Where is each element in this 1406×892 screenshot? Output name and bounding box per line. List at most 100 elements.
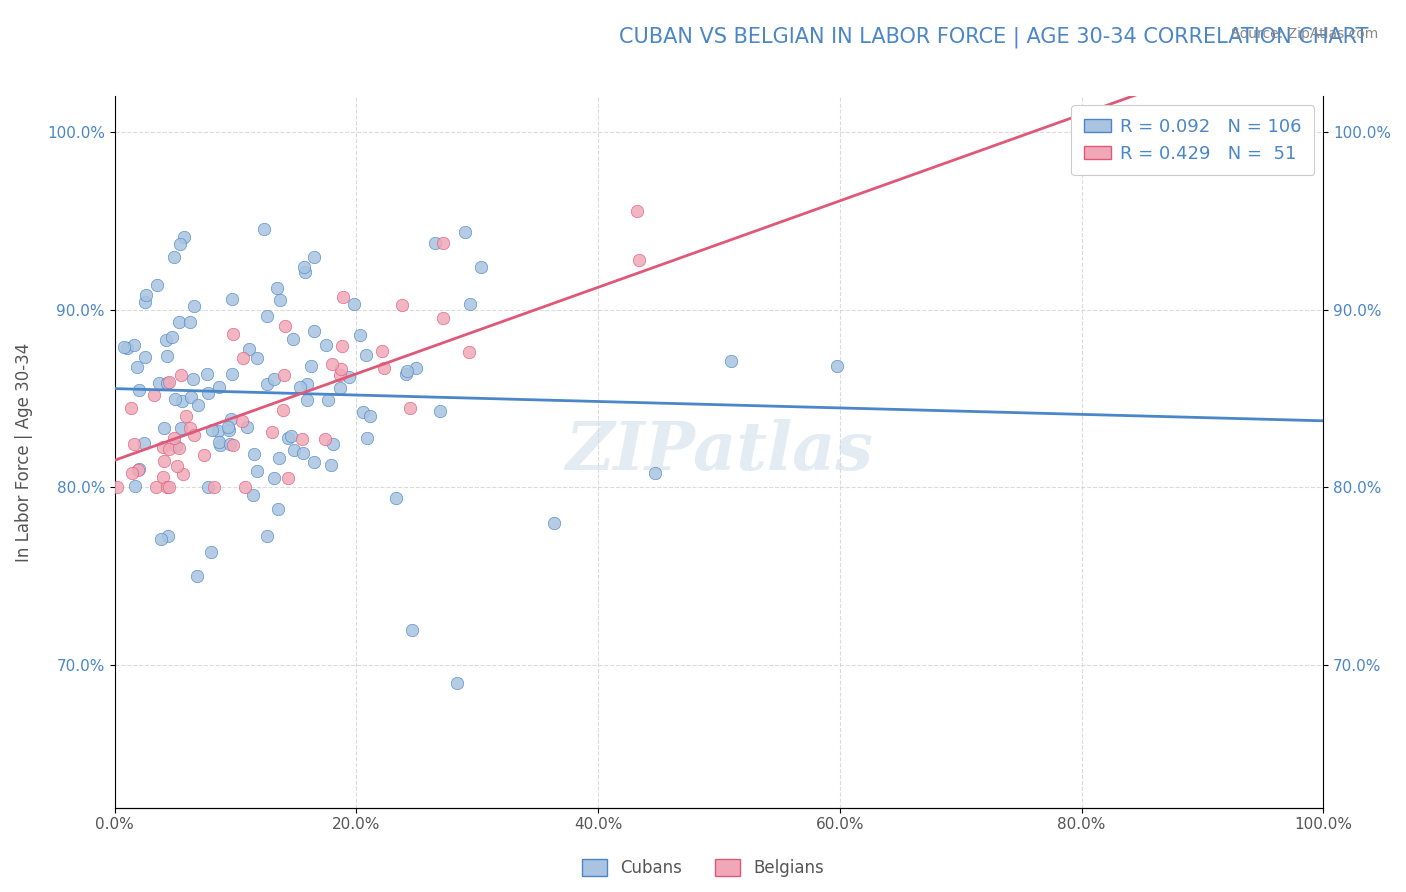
Cubans xyxy=(156,376,179,391)
Belgians xyxy=(1215,125,1237,139)
Cubans xyxy=(256,377,278,392)
Cubans xyxy=(221,292,243,306)
Cubans xyxy=(200,423,222,437)
Cubans xyxy=(263,372,285,386)
Belgians xyxy=(222,438,245,452)
Belgians xyxy=(152,441,174,455)
Belgians xyxy=(231,414,253,428)
Cubans xyxy=(165,439,187,453)
Belgians xyxy=(321,357,343,371)
Cubans xyxy=(269,293,291,307)
Cubans xyxy=(207,424,229,438)
Cubans xyxy=(825,359,848,374)
Cubans xyxy=(179,315,201,329)
Cubans xyxy=(318,393,340,408)
Belgians xyxy=(152,454,174,468)
Cubans xyxy=(115,341,138,355)
Belgians xyxy=(262,425,284,439)
Belgians xyxy=(176,409,198,423)
Cubans xyxy=(156,350,179,364)
Cubans xyxy=(292,260,315,274)
Belgians xyxy=(157,375,180,389)
Cubans xyxy=(238,343,260,357)
Cubans xyxy=(163,251,186,265)
Cubans xyxy=(134,351,156,365)
Belgians xyxy=(156,480,179,494)
Belgians xyxy=(152,469,174,483)
Belgians xyxy=(221,327,243,342)
Belgians xyxy=(273,368,295,383)
Cubans xyxy=(221,367,243,381)
Cubans xyxy=(135,288,157,302)
Cubans xyxy=(217,419,239,434)
Cubans xyxy=(356,431,378,445)
Cubans xyxy=(280,429,302,443)
Belgians xyxy=(371,344,394,359)
Cubans xyxy=(169,315,191,329)
Cubans xyxy=(134,295,156,310)
Belgians xyxy=(202,480,225,494)
Cubans xyxy=(134,435,156,450)
Cubans xyxy=(148,376,170,391)
Cubans xyxy=(253,222,276,236)
Belgians xyxy=(432,235,454,250)
Cubans xyxy=(186,569,208,583)
Belgians xyxy=(291,433,314,447)
Cubans xyxy=(319,458,342,472)
Belgians xyxy=(373,360,395,375)
Cubans xyxy=(157,529,180,543)
Cubans xyxy=(359,409,381,423)
Belgians xyxy=(145,480,167,494)
Cubans xyxy=(337,370,360,384)
Cubans xyxy=(242,488,264,502)
Cubans xyxy=(197,480,219,494)
Belgians xyxy=(127,463,149,477)
Belgians xyxy=(166,458,188,473)
Belgians xyxy=(179,420,201,434)
Cubans xyxy=(208,434,231,449)
Cubans xyxy=(208,380,231,394)
Cubans xyxy=(183,299,205,313)
Cubans xyxy=(256,529,278,543)
Belgians xyxy=(169,368,191,383)
Cubans xyxy=(396,364,419,378)
Cubans xyxy=(329,381,352,395)
Cubans xyxy=(543,516,565,530)
Belgians xyxy=(329,362,352,376)
Cubans xyxy=(155,334,177,348)
Belgians xyxy=(391,298,413,312)
Cubans xyxy=(124,479,146,493)
Cubans xyxy=(236,420,259,434)
Belgians xyxy=(626,203,648,218)
Belgians xyxy=(172,467,194,482)
Belgians xyxy=(183,427,205,442)
Cubans xyxy=(720,353,742,368)
Belgians xyxy=(274,318,297,333)
Belgians xyxy=(398,401,420,416)
Belgians xyxy=(157,442,180,456)
Cubans xyxy=(297,377,319,392)
Cubans xyxy=(294,265,316,279)
Belgians xyxy=(330,339,353,353)
Cubans xyxy=(446,676,468,690)
Belgians xyxy=(458,344,481,359)
Cubans xyxy=(458,297,481,311)
Cubans xyxy=(304,250,326,264)
Cubans xyxy=(242,447,264,461)
Cubans xyxy=(302,324,325,338)
Cubans xyxy=(281,332,304,346)
Cubans xyxy=(181,372,204,386)
Cubans xyxy=(423,236,446,251)
Text: Source: ZipAtlas.com: Source: ZipAtlas.com xyxy=(1230,27,1378,41)
Cubans xyxy=(283,442,305,457)
Cubans xyxy=(200,545,222,559)
Legend: Cubans, Belgians: Cubans, Belgians xyxy=(575,852,831,884)
Belgians xyxy=(193,448,215,462)
Y-axis label: In Labor Force | Age 30-34: In Labor Force | Age 30-34 xyxy=(15,343,32,561)
Legend: R = 0.092   N = 106, R = 0.429   N =  51: R = 0.092 N = 106, R = 0.429 N = 51 xyxy=(1071,105,1315,176)
Cubans xyxy=(267,502,290,516)
Cubans xyxy=(195,367,218,381)
Cubans xyxy=(150,532,173,546)
Belgians xyxy=(232,351,254,365)
Cubans xyxy=(454,225,477,239)
